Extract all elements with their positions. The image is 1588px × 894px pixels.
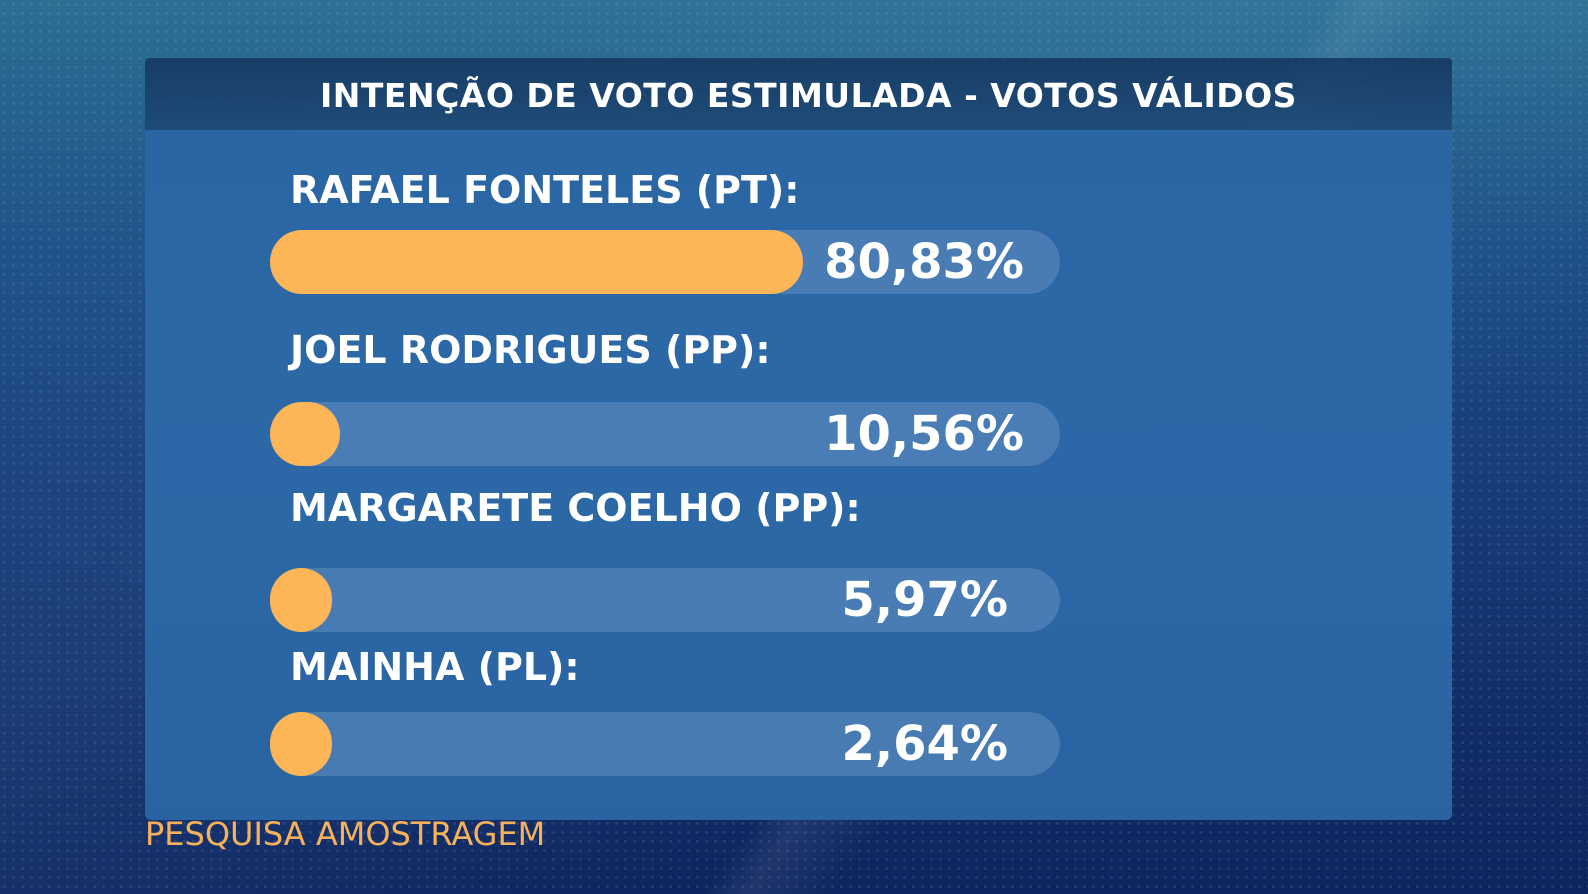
candidate-label: RAFAEL FONTELES (PT): [290, 168, 800, 212]
candidate-label: MAINHA (PL): [290, 645, 580, 689]
bar-track: 2,64% [270, 712, 1060, 776]
value-label: 5,97% [841, 572, 1008, 628]
bar-track: 10,56% [270, 402, 1060, 466]
candidate-label: JOEL RODRIGUES (PP): [290, 328, 771, 372]
bar [270, 402, 340, 466]
chart-title: INTENÇÃO DE VOTO ESTIMULADA - VOTOS VÁLI… [320, 76, 1297, 115]
bar-track: 80,83% [270, 230, 1060, 294]
value-label: 2,64% [841, 716, 1008, 772]
bar [270, 712, 332, 776]
title-bar [145, 58, 1452, 130]
source-caption: PESQUISA AMOSTRAGEM [145, 815, 546, 853]
value-label: 80,83% [824, 234, 1024, 290]
bar [270, 230, 803, 294]
candidate-label: MARGARETE COELHO (PP): [290, 486, 861, 530]
bar-track: 5,97% [270, 568, 1060, 632]
bar [270, 568, 332, 632]
value-label: 10,56% [824, 406, 1024, 462]
